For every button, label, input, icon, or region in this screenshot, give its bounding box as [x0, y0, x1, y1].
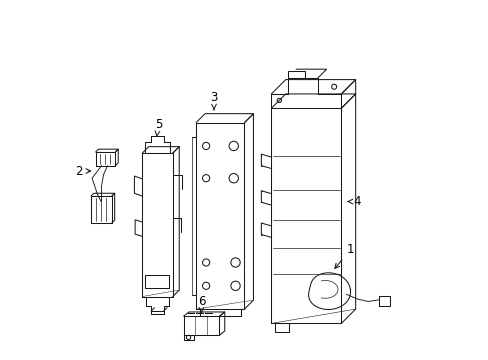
Text: 6: 6: [197, 295, 205, 313]
Text: 3: 3: [210, 91, 217, 110]
Text: 2: 2: [75, 165, 90, 177]
Text: 1: 1: [334, 243, 353, 269]
Text: 5: 5: [154, 118, 162, 136]
Text: 4: 4: [347, 195, 361, 208]
